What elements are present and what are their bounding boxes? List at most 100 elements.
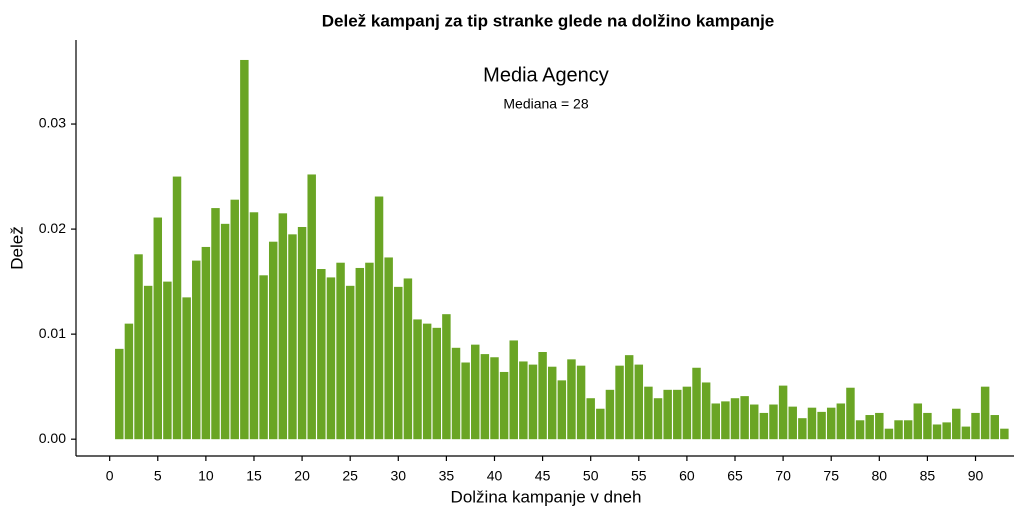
bar xyxy=(624,355,634,440)
annotation: Mediana = 28 xyxy=(503,96,588,112)
bar xyxy=(740,396,749,440)
bar xyxy=(384,257,393,440)
bar xyxy=(528,364,538,440)
x-tick-label: 0 xyxy=(106,468,114,484)
bar xyxy=(884,428,894,440)
bar xyxy=(634,364,644,440)
y-tick-label: 0.02 xyxy=(39,220,66,236)
x-tick-label: 65 xyxy=(727,468,743,484)
x-tick-label: 45 xyxy=(535,468,551,484)
x-tick-label: 60 xyxy=(679,468,695,484)
bar xyxy=(249,212,259,440)
bar xyxy=(153,217,163,440)
bar xyxy=(230,199,239,440)
bar xyxy=(490,357,499,440)
bar xyxy=(817,411,826,440)
bar xyxy=(374,196,384,440)
bar xyxy=(682,386,692,440)
bar xyxy=(413,319,422,440)
bar xyxy=(596,408,605,440)
bar xyxy=(134,254,143,440)
bar xyxy=(499,371,509,440)
bar xyxy=(836,403,846,440)
x-tick-label: 70 xyxy=(775,468,791,484)
bar xyxy=(567,359,576,440)
bar xyxy=(461,362,470,440)
bar xyxy=(403,278,413,440)
x-tick-label: 55 xyxy=(631,468,647,484)
bar xyxy=(519,361,528,440)
y-tick-label: 0.00 xyxy=(39,430,66,446)
bar xyxy=(509,340,518,440)
x-tick-label: 5 xyxy=(154,468,162,484)
bar xyxy=(432,327,442,440)
bar xyxy=(990,415,999,440)
bar xyxy=(942,422,951,440)
bar xyxy=(1000,428,1009,440)
bar xyxy=(259,275,268,440)
bar xyxy=(605,389,615,440)
bar xyxy=(778,385,788,440)
bar xyxy=(451,347,461,440)
bar xyxy=(394,286,403,440)
bar xyxy=(788,406,797,440)
bar xyxy=(317,269,326,440)
bar xyxy=(240,59,249,440)
bar xyxy=(692,367,701,440)
bar xyxy=(971,412,980,440)
x-tick-label: 80 xyxy=(872,468,888,484)
bar xyxy=(297,226,307,440)
chart-subtitle: Media Agency xyxy=(483,64,609,86)
bar xyxy=(855,420,865,440)
bar xyxy=(143,285,153,440)
x-tick-label: 25 xyxy=(342,468,358,484)
bar xyxy=(673,389,682,440)
bar xyxy=(422,323,432,440)
bar xyxy=(355,267,365,440)
bar xyxy=(644,386,653,440)
bar xyxy=(903,420,913,440)
bar xyxy=(538,352,547,440)
bar xyxy=(961,426,971,440)
bar xyxy=(759,412,769,440)
bar xyxy=(826,407,836,440)
bar xyxy=(846,387,855,440)
bar xyxy=(913,403,923,440)
bar xyxy=(807,407,817,440)
y-axis-label: Delež xyxy=(7,226,26,269)
x-tick-label: 10 xyxy=(198,468,214,484)
x-tick-label: 40 xyxy=(487,468,503,484)
bar xyxy=(547,366,557,440)
x-tick-label: 30 xyxy=(390,468,406,484)
bar xyxy=(326,277,336,440)
bar xyxy=(192,260,201,440)
x-axis-label: Dolžina kampanje v dneh xyxy=(451,487,642,506)
bar xyxy=(172,176,182,440)
bar xyxy=(288,234,297,440)
bar xyxy=(115,348,124,440)
bar xyxy=(220,223,230,440)
chart-title: Delež kampanj za tip stranke glede na do… xyxy=(322,11,775,30)
bar xyxy=(721,401,730,440)
bar xyxy=(750,404,759,440)
bar xyxy=(442,314,451,440)
bar xyxy=(182,297,191,440)
bar xyxy=(730,398,740,440)
bar xyxy=(923,412,932,440)
bar xyxy=(336,262,345,440)
bar xyxy=(875,412,884,440)
bar xyxy=(711,403,720,440)
y-tick-label: 0.03 xyxy=(39,115,66,131)
bar xyxy=(278,213,288,440)
bar xyxy=(480,354,490,440)
x-tick-label: 90 xyxy=(968,468,984,484)
bar xyxy=(653,398,663,440)
bar xyxy=(932,424,942,440)
bar xyxy=(307,174,316,440)
bar xyxy=(211,208,220,440)
x-tick-label: 15 xyxy=(246,468,262,484)
x-tick-label: 35 xyxy=(439,468,455,484)
bar xyxy=(201,246,211,440)
bar xyxy=(557,380,567,440)
